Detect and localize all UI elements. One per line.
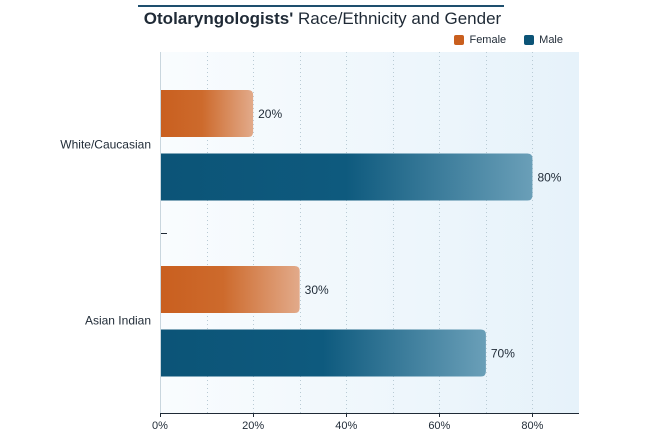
x-tick-label: 0% — [152, 420, 168, 432]
chart-title: Otolaryngologists' Race/Ethnicity and Ge… — [0, 9, 645, 29]
legend: Female Male — [436, 34, 563, 46]
x-tick-label: 20% — [242, 420, 264, 432]
chart-title-strong: Otolaryngologists' — [143, 9, 294, 28]
legend-swatch-female — [454, 35, 465, 45]
chart-title-rest: Race/Ethnicity and Gender — [293, 9, 502, 28]
bar-female-0 — [160, 90, 254, 137]
legend-label-male: Male — [539, 34, 563, 46]
bars-layer — [160, 90, 533, 377]
bar-male-1 — [160, 329, 486, 377]
data-label-female-1: 30% — [305, 283, 329, 297]
legend-item-female: Female — [454, 34, 506, 46]
category-label: White/Caucasian — [60, 138, 151, 152]
title-rule — [138, 5, 504, 7]
data-label-male-0: 80% — [537, 171, 561, 185]
legend-label-female: Female — [469, 34, 507, 46]
data-label-female-0: 20% — [258, 107, 282, 121]
legend-item-male: Male — [524, 34, 563, 46]
bar-male-0 — [160, 153, 533, 201]
axis-layer: 0% 20% 40% 60% 80% — [152, 52, 579, 432]
data-label-male-1: 70% — [491, 347, 515, 361]
category-label: Asian Indian — [85, 314, 151, 328]
legend-swatch-male — [524, 35, 535, 45]
x-tick-label: 80% — [521, 420, 543, 432]
x-tick-label: 40% — [335, 420, 357, 432]
bar-female-1 — [160, 266, 300, 313]
x-tick-label: 60% — [428, 420, 450, 432]
labels-layer: 20% 80% White/Caucasian 30% 70% Asian Indian — [60, 107, 562, 361]
